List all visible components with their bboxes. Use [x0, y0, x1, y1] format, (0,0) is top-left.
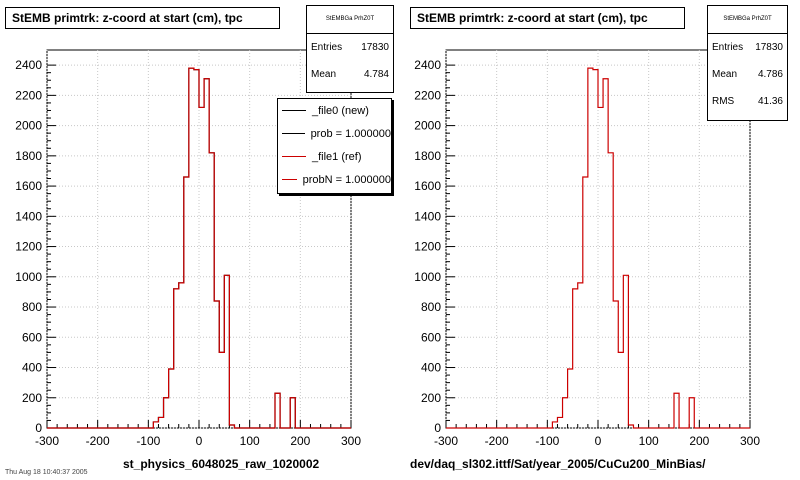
left-stats-box: StEMBGa PrhZ0T Entries 17830 Mean 4.784 — [306, 5, 394, 93]
y-tick-label: 1200 — [414, 240, 441, 254]
y-tick-label: 200 — [421, 391, 441, 405]
y-tick-label: 400 — [421, 361, 441, 375]
y-tick-label: 1400 — [15, 209, 42, 223]
right-stats-header: StEMBGa PrhZ0T — [708, 6, 787, 34]
y-tick-label: 1000 — [15, 270, 42, 284]
histogram-ref-series — [446, 67, 750, 429]
x-tick-label: 100 — [639, 434, 659, 448]
y-tick-label: 600 — [421, 330, 441, 344]
y-tick-label: 1000 — [414, 270, 441, 284]
right-stats-mean-value: 4.786 — [757, 69, 783, 80]
legend-entry: _file0 (new) — [278, 99, 391, 122]
legend-label: _file1 (ref) — [312, 150, 362, 163]
left-stats-mean-value: 4.784 — [363, 69, 389, 80]
y-tick-label: 200 — [22, 391, 42, 405]
left-chart-title: StEMB primtrk: z-coord at start (cm), tp… — [5, 7, 280, 29]
legend-swatch — [282, 133, 305, 134]
y-tick-label: 2000 — [15, 119, 42, 133]
x-tick-label: 200 — [689, 434, 709, 448]
y-tick-label: 1800 — [15, 149, 42, 163]
left-stats-entries-label: Entries — [311, 42, 343, 53]
y-tick-label: 1200 — [15, 240, 42, 254]
y-tick-label: 2400 — [15, 58, 42, 72]
left-stats-mean-label: Mean — [311, 69, 337, 80]
y-tick-label: 2400 — [414, 58, 441, 72]
x-tick-label: 0 — [196, 434, 203, 448]
left-stats-mean-row: Mean 4.784 — [307, 61, 393, 88]
right-stats-entries-value: 17830 — [755, 42, 783, 53]
right-stats-rms-label: RMS — [712, 96, 735, 107]
right-x-axis-label: dev/daq_sl302.ittf/Sat/year_2005/CuCu200… — [410, 457, 706, 471]
x-tick-label: -100 — [136, 434, 160, 448]
y-tick-label: 1600 — [15, 179, 42, 193]
y-tick-label: 1800 — [414, 149, 441, 163]
y-tick-label: 1400 — [414, 209, 441, 223]
y-tick-label: 800 — [421, 300, 441, 314]
left-stats-entries-value: 17830 — [361, 42, 389, 53]
right-stats-rms-row: RMS 41.36 — [708, 88, 787, 115]
y-tick-label: 600 — [22, 330, 42, 344]
x-tick-label: -200 — [485, 434, 509, 448]
left-stats-entries-row: Entries 17830 — [307, 34, 393, 61]
x-tick-label: 100 — [240, 434, 260, 448]
legend-label: prob = 1.000000 — [310, 127, 391, 140]
x-tick-label: 300 — [341, 434, 361, 448]
left-stats-header: StEMBGa PrhZ0T — [307, 6, 393, 34]
x-tick-label: -100 — [535, 434, 559, 448]
y-tick-label: 2200 — [15, 88, 42, 102]
right-stats-entries-label: Entries — [712, 42, 744, 53]
x-tick-label: -300 — [434, 434, 458, 448]
right-stats-mean-label: Mean — [712, 69, 738, 80]
x-tick-label: 200 — [290, 434, 310, 448]
x-tick-label: -200 — [86, 434, 110, 448]
legend-label: probN = 1.000000 — [302, 173, 391, 186]
right-stats-entries-row: Entries 17830 — [708, 34, 787, 61]
y-tick-label: 400 — [22, 361, 42, 375]
y-tick-label: 800 — [22, 300, 42, 314]
x-tick-label: 300 — [740, 434, 760, 448]
right-chart-title: StEMB primtrk: z-coord at start (cm), tp… — [410, 7, 685, 29]
right-stats-rms-value: 41.36 — [757, 96, 783, 107]
x-tick-label: 0 — [595, 434, 602, 448]
legend-swatch — [282, 110, 306, 111]
right-stats-box: StEMBGa PrhZ0T Entries 17830 Mean 4.786 … — [707, 5, 788, 121]
legend-entry: probN = 1.000000 — [278, 168, 391, 191]
x-tick-label: -300 — [35, 434, 59, 448]
y-tick-label: 0 — [434, 421, 441, 435]
legend-swatch — [282, 156, 306, 157]
timestamp-text: Thu Aug 18 10:40:37 2005 — [5, 469, 88, 476]
histogram-ref-series — [47, 67, 351, 429]
legend-entry: prob = 1.000000 — [278, 122, 391, 145]
y-tick-label: 2000 — [414, 119, 441, 133]
left-legend-box: _file0 (new) prob = 1.000000 _file1 (ref… — [277, 98, 392, 194]
legend-label: _file0 (new) — [312, 104, 369, 117]
legend-swatch — [282, 179, 297, 180]
right-stats-mean-row: Mean 4.786 — [708, 61, 787, 88]
y-tick-label: 2200 — [414, 88, 441, 102]
y-tick-label: 1600 — [414, 179, 441, 193]
y-tick-label: 0 — [35, 421, 42, 435]
legend-entry: _file1 (ref) — [278, 145, 391, 168]
left-x-axis-label: st_physics_6048025_raw_1020002 — [123, 457, 320, 471]
